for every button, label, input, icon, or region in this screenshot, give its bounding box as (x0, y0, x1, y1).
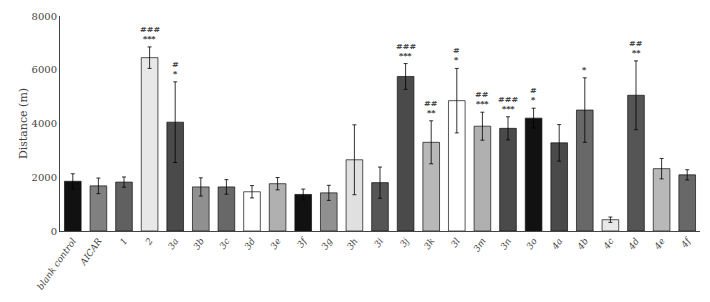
svg-text:*: * (454, 54, 459, 64)
svg-text:###: ### (140, 24, 160, 34)
svg-text:##: ## (629, 38, 643, 48)
svg-text:3a: 3a (166, 236, 181, 251)
svg-text:**: ** (427, 107, 436, 117)
svg-text:#: # (453, 45, 460, 55)
svg-text:2000: 2000 (32, 172, 57, 183)
svg-text:##: ## (424, 98, 438, 108)
svg-text:4a: 4a (549, 236, 564, 252)
svg-text:*: * (173, 68, 178, 78)
svg-text:3h: 3h (345, 236, 360, 251)
svg-text:3m: 3m (471, 236, 487, 253)
svg-text:8000: 8000 (32, 11, 57, 22)
svg-text:*: * (582, 64, 587, 74)
svg-text:3e: 3e (268, 236, 283, 251)
svg-text:*: * (531, 94, 536, 104)
svg-text:4000: 4000 (32, 118, 57, 129)
svg-text:2: 2 (143, 236, 155, 247)
svg-text:3o: 3o (524, 236, 539, 251)
svg-text:3c: 3c (217, 236, 231, 251)
svg-text:3l: 3l (449, 236, 462, 249)
svg-text:***: *** (502, 103, 515, 113)
svg-text:4b: 4b (575, 236, 590, 252)
svg-text:4e: 4e (652, 236, 667, 252)
svg-text:***: *** (476, 98, 489, 108)
svg-text:3k: 3k (422, 236, 437, 251)
svg-text:#: # (172, 59, 179, 69)
svg-text:#: # (530, 85, 537, 95)
svg-text:0: 0 (51, 226, 57, 237)
svg-text:AICAR: AICAR (78, 236, 104, 267)
svg-text:###: ### (498, 94, 518, 104)
svg-text:3f: 3f (295, 235, 309, 250)
svg-text:1: 1 (118, 236, 129, 246)
svg-text:##: ## (475, 89, 489, 99)
svg-text:3b: 3b (191, 236, 206, 251)
svg-text:3j: 3j (398, 236, 411, 249)
svg-text:**: ** (632, 47, 641, 57)
svg-text:***: *** (399, 50, 412, 60)
svg-text:3g: 3g (319, 236, 334, 251)
svg-text:4f: 4f (679, 235, 694, 250)
svg-text:***: *** (143, 33, 156, 43)
svg-text:4c: 4c (601, 236, 616, 251)
svg-text:4d: 4d (626, 236, 641, 252)
svg-text:3n: 3n (499, 236, 514, 251)
svg-text:Distance (m): Distance (m) (17, 88, 30, 159)
svg-text:3d: 3d (243, 236, 258, 251)
svg-text:###: ### (396, 41, 416, 51)
svg-text:3i: 3i (372, 236, 385, 249)
svg-text:blank control: blank control (35, 236, 78, 291)
svg-text:6000: 6000 (32, 64, 57, 75)
